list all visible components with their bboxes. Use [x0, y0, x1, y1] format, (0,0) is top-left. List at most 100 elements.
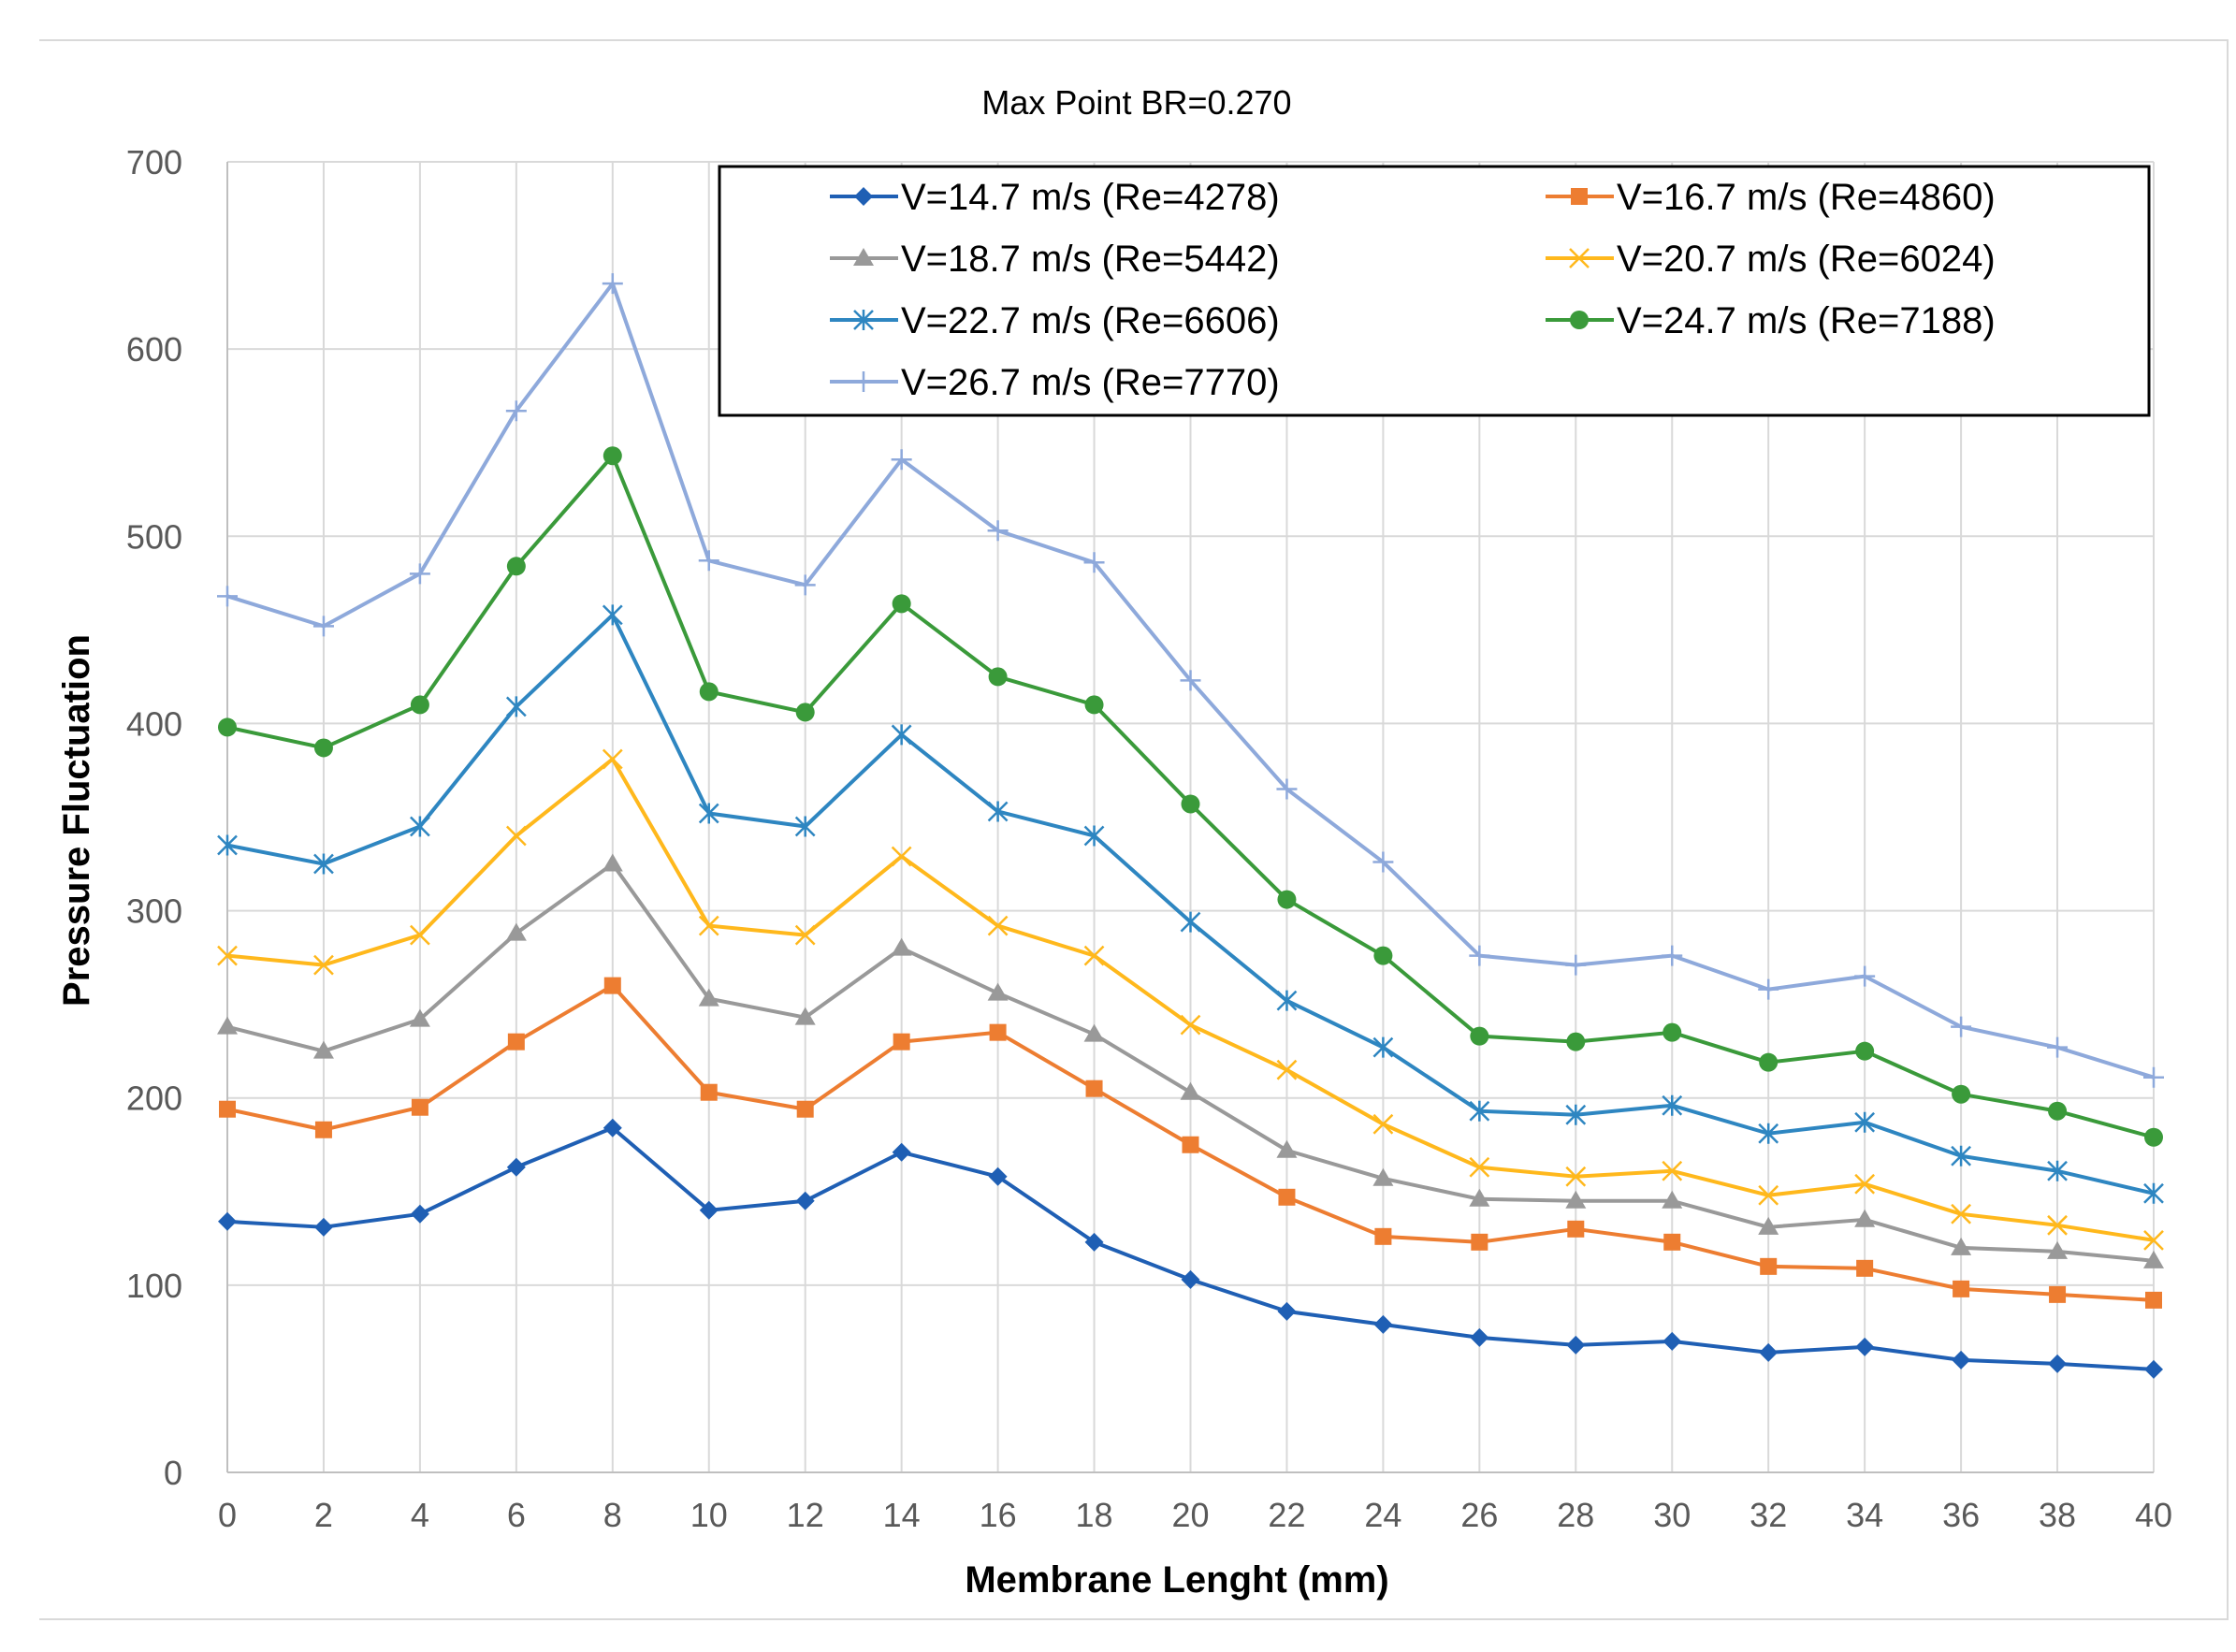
- x-tick-label: 34: [1846, 1496, 1883, 1534]
- legend-label: V=22.7 m/s (Re=6606): [901, 300, 1280, 341]
- data-point: [313, 738, 333, 758]
- data-point: [1662, 1160, 1683, 1181]
- data-point: [217, 1016, 238, 1035]
- data-point: [2047, 1214, 2068, 1236]
- series-1: [218, 1118, 2163, 1379]
- data-point: [312, 616, 334, 637]
- data-point: [219, 1100, 236, 1118]
- legend-label: V=20.7 m/s (Re=6024): [1617, 239, 1996, 280]
- y-tick-label: 300: [126, 892, 182, 931]
- data-point: [603, 977, 621, 994]
- x-tick-label: 30: [1653, 1496, 1691, 1534]
- data-point: [1953, 1280, 1970, 1297]
- legend-box: [718, 165, 2151, 417]
- data-point: [1758, 1184, 1779, 1206]
- data-point: [1662, 1190, 1683, 1209]
- data-point: [217, 586, 238, 607]
- data-point: [410, 1204, 429, 1224]
- data-point: [987, 801, 1009, 822]
- data-point: [1182, 1136, 1199, 1153]
- data-point: [2144, 1359, 2163, 1379]
- x-tick-label: 32: [1750, 1496, 1787, 1534]
- data-point: [1372, 1167, 1394, 1186]
- data-point: [698, 550, 719, 572]
- data-point: [313, 853, 334, 875]
- data-point: [1180, 911, 1201, 933]
- legend: V=14.7 m/s (Re=4278) V=16.7 m/s (Re=4860)…: [718, 165, 2151, 417]
- data-point: [505, 922, 527, 941]
- data-point: [1276, 778, 1298, 800]
- data-point: [2048, 1101, 2068, 1121]
- data-point: [313, 954, 334, 976]
- x-tick-label: 20: [1171, 1496, 1209, 1534]
- legend-label: V=14.7 m/s (Re=4278): [901, 177, 1280, 218]
- x-tick-label: 2: [314, 1496, 333, 1534]
- data-point: [794, 1007, 816, 1025]
- data-point: [1083, 825, 1105, 847]
- x-tick-label: 40: [2135, 1496, 2172, 1534]
- data-point: [1758, 978, 1779, 1000]
- data-point: [698, 915, 719, 936]
- data-point: [796, 1100, 814, 1118]
- x-tick-label: 8: [603, 1496, 622, 1534]
- data-point: [2048, 1354, 2068, 1373]
- legend-marker: [853, 248, 874, 266]
- data-point: [1759, 1052, 1779, 1072]
- x-tick-label: 36: [1942, 1496, 1980, 1534]
- data-point: [1372, 851, 1394, 873]
- data-point: [794, 816, 816, 837]
- x-tick-label: 6: [507, 1496, 526, 1534]
- y-tick-label: 500: [126, 517, 182, 556]
- y-tick-label: 200: [126, 1080, 182, 1118]
- data-point: [1565, 1166, 1587, 1187]
- data-point: [1662, 1331, 1682, 1351]
- data-point: [505, 825, 527, 847]
- x-tick-label: 28: [1557, 1496, 1594, 1534]
- legend-label: V=18.7 m/s (Re=5442): [901, 239, 1280, 280]
- data-point: [2049, 1285, 2067, 1303]
- legend-marker: [853, 310, 874, 330]
- data-point: [312, 1040, 334, 1059]
- data-point: [217, 945, 238, 966]
- data-point: [1180, 670, 1201, 691]
- data-point: [987, 520, 1009, 542]
- data-point: [1856, 1259, 1874, 1277]
- data-point: [891, 449, 912, 471]
- y-tick-label: 100: [126, 1267, 182, 1305]
- data-point: [987, 982, 1009, 1001]
- x-tick-label: 22: [1268, 1496, 1305, 1534]
- data-point: [1276, 1139, 1298, 1158]
- data-point: [1084, 695, 1104, 715]
- x-tick-label: 24: [1364, 1496, 1401, 1534]
- x-tick-label: 18: [1076, 1496, 1113, 1534]
- data-point: [698, 988, 719, 1007]
- data-point: [602, 273, 623, 295]
- legend-item: V=20.7 m/s (Re=6024): [1546, 239, 1996, 280]
- data-point: [1951, 1016, 1972, 1037]
- data-point: [1662, 1094, 1683, 1116]
- data-point: [1469, 1156, 1490, 1178]
- data-point: [2047, 1036, 2069, 1058]
- data-point: [1373, 946, 1393, 965]
- data-point: [1470, 1026, 1489, 1046]
- legend-item: V=18.7 m/s (Re=5442): [830, 239, 1280, 280]
- x-tick-label: 38: [2039, 1496, 2076, 1534]
- legend-item: V=14.7 m/s (Re=4278): [830, 177, 1280, 218]
- legend-item: V=16.7 m/s (Re=4860): [1546, 177, 1996, 218]
- data-point: [987, 915, 1009, 936]
- data-point: [2144, 1127, 2163, 1147]
- data-point: [1469, 945, 1490, 966]
- chart-frame: [39, 39, 2229, 1620]
- data-point: [988, 1167, 1008, 1186]
- data-point: [506, 557, 526, 576]
- data-point: [505, 400, 527, 422]
- data-point: [218, 717, 237, 737]
- data-point: [699, 682, 719, 702]
- y-tick-label: 700: [126, 143, 182, 181]
- x-tick-label: 10: [690, 1496, 728, 1534]
- x-tick-label: 12: [787, 1496, 824, 1534]
- data-point: [410, 924, 430, 946]
- data-point: [1372, 1036, 1394, 1058]
- y-tick-label: 600: [126, 330, 182, 369]
- data-point: [700, 1083, 718, 1101]
